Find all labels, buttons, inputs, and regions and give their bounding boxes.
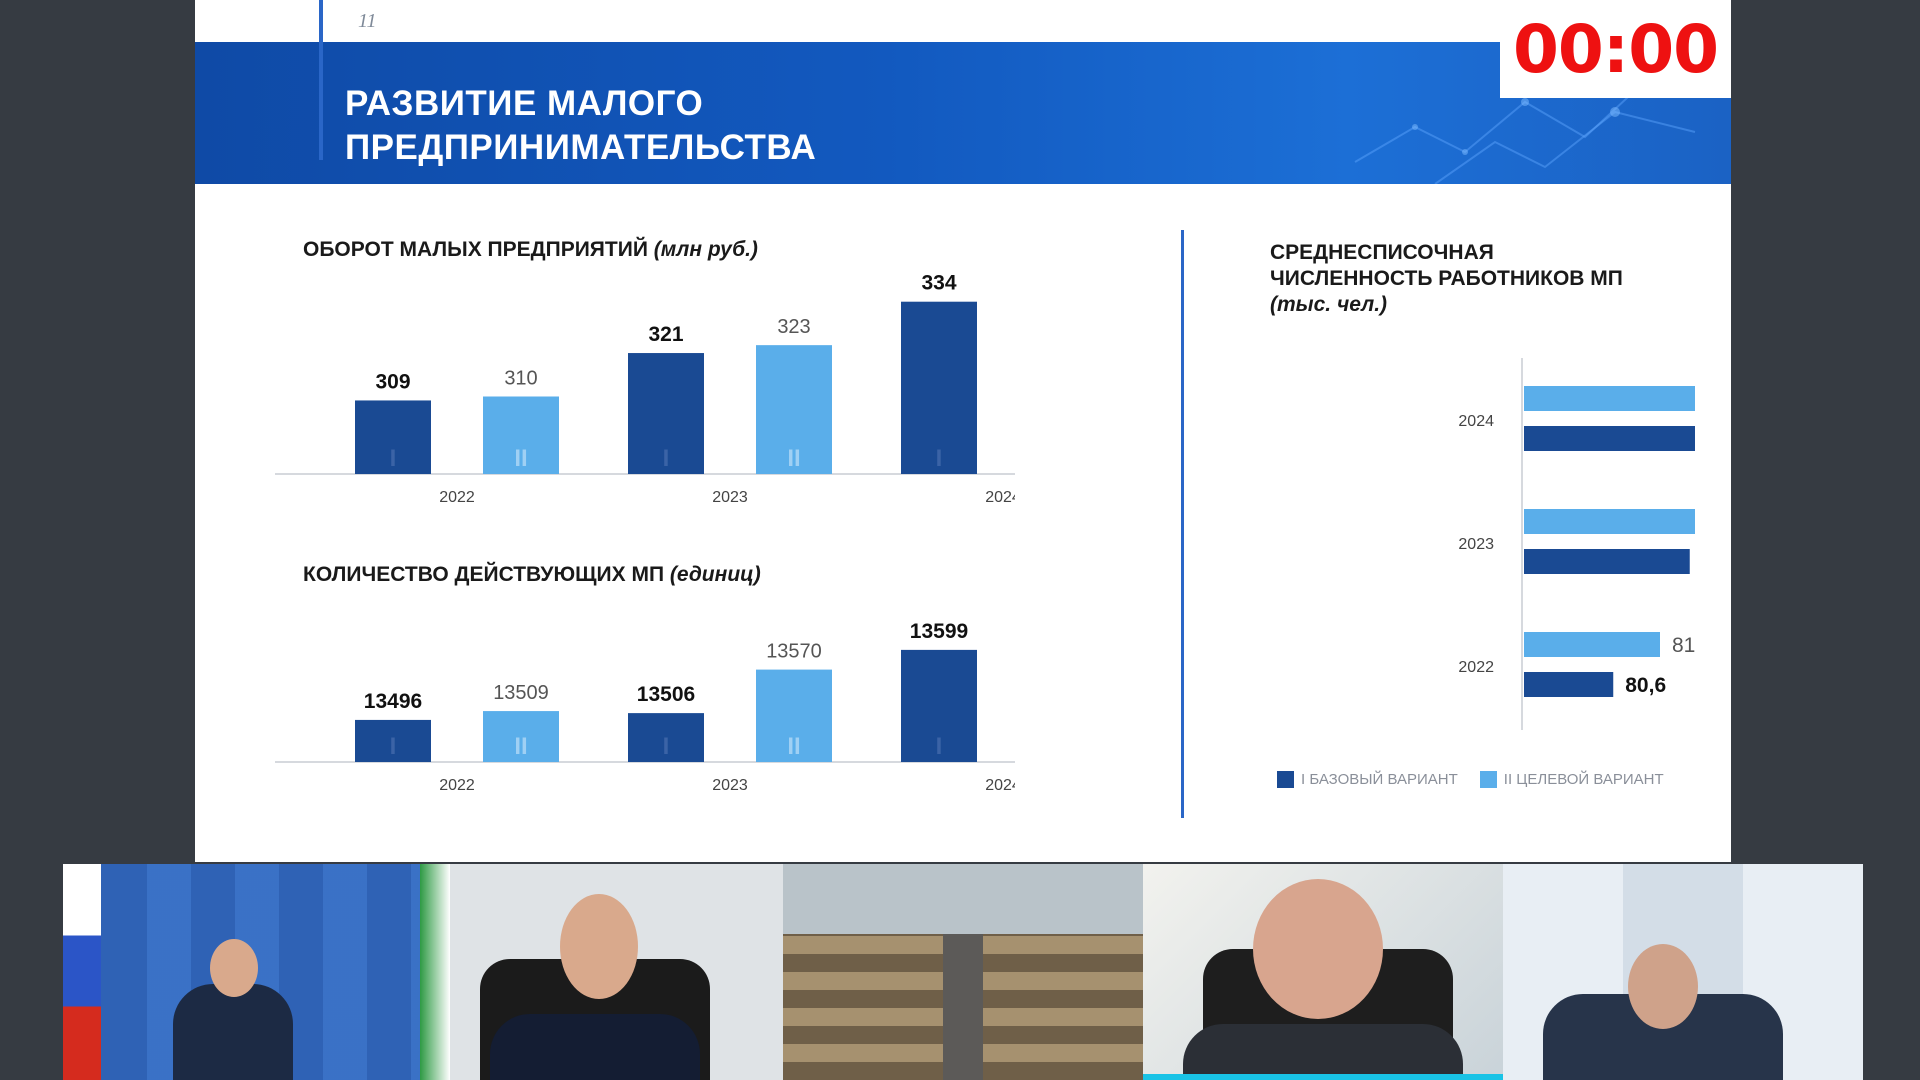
bar-marker: II [787, 445, 800, 472]
bar-marker: II [514, 445, 527, 472]
hbar-2024-target [1524, 386, 1695, 411]
presentation-slide: РАЗВИТИЕ МАЛОГО ПРЕДПРИНИМАТЕЛЬСТВА 11 0… [195, 0, 1731, 862]
bar-marker: II [514, 733, 527, 760]
video-tile-hall[interactable] [783, 864, 1143, 1080]
tick-label-2022: 2022 [439, 777, 475, 794]
bar-marker: I [663, 733, 670, 760]
tick-label-2023: 2023 [712, 489, 748, 506]
slide-number: 11 [358, 10, 377, 32]
video-tile-commission-2[interactable] [1503, 864, 1863, 1080]
flag-russia [63, 864, 101, 1080]
tick-label-2022: 2022 [439, 489, 475, 506]
turnover-unit: (млн руб.) [653, 238, 758, 261]
data-label: 13509 [493, 682, 549, 704]
tick-label-2024: 2024 [985, 777, 1015, 794]
video-tile-speaker[interactable] [420, 864, 783, 1080]
tick-label-2024: 2024 [1458, 413, 1494, 430]
video-conference-strip [63, 864, 1863, 1080]
data-label: 13599 [910, 620, 968, 643]
title-banner: РАЗВИТИЕ МАЛОГО ПРЕДПРИНИМАТЕЛЬСТВА [195, 42, 1731, 184]
active-speaker-bar [1143, 1074, 1503, 1080]
hbar-2024-base [1524, 426, 1695, 451]
bar-2023-target [756, 345, 832, 474]
data-label: 13506 [637, 683, 695, 706]
hbar-2023-target [1524, 509, 1695, 534]
person-body [1183, 1024, 1463, 1080]
count-unit: (единиц) [669, 563, 761, 586]
vertical-divider [1181, 230, 1184, 818]
bar-2022-target [483, 711, 559, 762]
legend-swatch-base [1277, 771, 1294, 788]
bar-2022-target [483, 396, 559, 474]
slide-title-line1: РАЗВИТИЕ МАЛОГО [345, 84, 704, 123]
bar-marker: II [787, 733, 800, 760]
accent-line [319, 0, 323, 160]
count-bar-chart: I 13496 II 13509 2022 I 13506 II 13570 2023 I 13599… [275, 620, 1015, 794]
data-label: 321 [648, 323, 683, 346]
chart-legend: I БАЗОВЫЙ ВАРИАНТ II ЦЕЛЕВОЙ ВАРИАНТ [1277, 771, 1664, 788]
bar-marker: I [936, 445, 943, 472]
legend-swatch-target [1479, 771, 1497, 788]
count-chart-title: КОЛИЧЕСТВО ДЕЙСТВУЮЩИХ МП (единиц) [303, 563, 761, 587]
data-label: 81,7 [1672, 634, 1695, 657]
legend-label-target: II ЦЕЛЕВОЙ ВАРИАНТ [1503, 771, 1664, 788]
legend-item-base: I БАЗОВЫЙ ВАРИАНТ [1277, 771, 1458, 788]
data-label: 334 [921, 272, 956, 295]
hall-aisle [943, 934, 983, 1080]
data-label: 13570 [766, 641, 822, 663]
video-tile-governor[interactable] [63, 864, 420, 1080]
tick-label-2023: 2023 [712, 777, 748, 794]
person-head [560, 894, 638, 999]
hbar-2023-base [1524, 549, 1690, 574]
bar-2024-base [901, 301, 977, 474]
hbar-2022-base [1524, 672, 1614, 697]
employees-title-line1: СРЕДНЕСПИСОЧНАЯ [1270, 241, 1494, 264]
legend-label-base: I БАЗОВЫЙ ВАРИАНТ [1301, 771, 1458, 788]
bar-2022-base [355, 400, 431, 474]
bar-marker: I [390, 733, 397, 760]
employees-title-line2: ЧИСЛЕННОСТЬ РАБОТНИКОВ МП [1270, 267, 1623, 290]
bar-marker: I [936, 733, 943, 760]
person-head [1628, 944, 1698, 1029]
employees-unit: (тыс. чел.) [1270, 293, 1388, 316]
data-label: 80,6 [1625, 674, 1666, 697]
data-label: 309 [375, 370, 410, 393]
hall-back-wall [783, 864, 1143, 934]
data-label: 13496 [364, 690, 422, 713]
turnover-bar-chart: I309II3102022I321II3232023I334II3372024 [275, 272, 1015, 506]
person-head [1253, 879, 1383, 1019]
legend-item-target: II ЦЕЛЕВОЙ ВАРИАНТ [1479, 771, 1664, 788]
person-head [210, 939, 258, 997]
flag-region [420, 864, 450, 1080]
bar-2023-base [628, 713, 704, 762]
tick-label-2022: 2022 [1458, 659, 1494, 676]
bar-2024-base [901, 649, 977, 762]
employees-chart-title: СРЕДНЕСПИСОЧНАЯ ЧИСЛЕННОСТЬ РАБОТНИКОВ М… [1270, 240, 1623, 318]
slide-title-line2: ПРЕДПРИНИМАТЕЛЬСТВА [345, 128, 817, 167]
bar-2023-target [756, 669, 832, 762]
bar-marker: I [390, 445, 397, 472]
bar-marker: I [663, 445, 670, 472]
turnover-title-text: ОБОРОТ МАЛЫХ ПРЕДПРИЯТИЙ [303, 238, 648, 261]
bar-2023-base [628, 353, 704, 474]
person-body [490, 1014, 700, 1080]
bar-2022-base [355, 719, 431, 762]
data-label: 310 [504, 368, 537, 390]
turnover-chart-title: ОБОРОТ МАЛЫХ ПРЕДПРИЯТИЙ (млн руб.) [303, 238, 758, 262]
video-tile-commission-1[interactable] [1143, 864, 1503, 1080]
tick-label-2024: 2024 [985, 489, 1015, 506]
hbar-2022-target [1524, 632, 1660, 657]
countdown-timer: 00:00 [1500, 0, 1731, 98]
slide-title: РАЗВИТИЕ МАЛОГО ПРЕДПРИНИМАТЕЛЬСТВА [345, 82, 816, 170]
count-title-text: КОЛИЧЕСТВО ДЕЙСТВУЮЩИХ МП [303, 563, 665, 586]
data-label: 323 [777, 316, 810, 338]
person-body [173, 984, 293, 1080]
tick-label-2023: 2023 [1458, 536, 1494, 553]
